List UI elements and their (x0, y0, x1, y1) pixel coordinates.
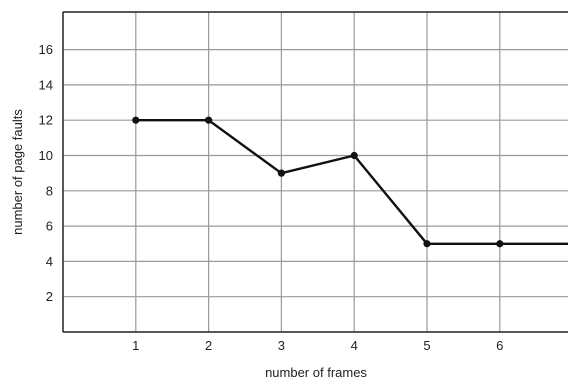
grid (63, 12, 568, 332)
x-tick-label: 6 (496, 338, 503, 353)
x-axis-ticks: 1234567 (132, 338, 503, 353)
axes (62, 11, 568, 333)
data-point (350, 151, 358, 160)
y-tick-label: 2 (46, 289, 53, 304)
data-point (423, 240, 431, 248)
y-tick-label: 16 (39, 42, 53, 57)
x-axis-title: number of frames (265, 365, 367, 380)
y-tick-label: 14 (39, 77, 53, 92)
x-tick-label: 2 (205, 338, 212, 353)
y-axis-title: number of page faults (10, 109, 25, 235)
x-tick-label: 4 (351, 338, 358, 353)
series-line (135, 118, 568, 246)
y-axis-ticks: 2 4 6 8 10 12 14 16 (39, 42, 53, 304)
y-tick-label: 8 (46, 183, 53, 198)
x-tick-label: 3 (278, 338, 285, 353)
x-tick-label: 5 (423, 338, 430, 353)
y-tick-label: 6 (46, 219, 53, 234)
data-point (496, 240, 504, 248)
y-tick-label: 10 (39, 148, 53, 163)
data-point (132, 116, 140, 124)
data-point (277, 169, 285, 177)
x-tick-label: 1 (132, 338, 139, 353)
series (132, 116, 568, 248)
y-tick-label: 12 (39, 113, 53, 128)
y-tick-label: 4 (46, 254, 53, 269)
data-point (205, 116, 213, 124)
